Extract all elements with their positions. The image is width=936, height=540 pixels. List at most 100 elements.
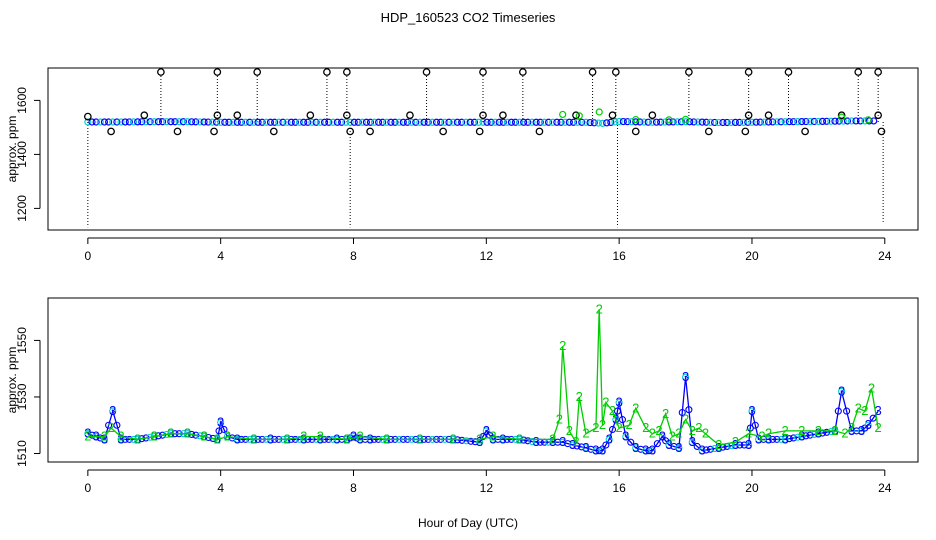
baseline-point xyxy=(196,118,204,126)
black-point xyxy=(608,111,617,120)
blue-series-point xyxy=(736,441,744,449)
blue-series-marker: 3 xyxy=(815,426,822,441)
baseline-point xyxy=(810,117,818,126)
black-point xyxy=(306,111,315,120)
black-point xyxy=(253,68,262,76)
blue-series-point xyxy=(88,431,96,439)
blue-series-point xyxy=(569,441,577,449)
baseline-point xyxy=(346,118,354,126)
green-series-marker: 2 xyxy=(831,423,838,438)
baseline-point xyxy=(275,118,283,126)
blue-series-point xyxy=(781,435,789,443)
baseline-point xyxy=(619,117,627,126)
baseline-point xyxy=(748,118,756,126)
black-point xyxy=(744,111,753,120)
blue-series-point xyxy=(864,421,872,429)
blue-series-marker: 3 xyxy=(300,431,307,446)
baseline-point xyxy=(279,118,287,126)
blue-series-point xyxy=(789,434,798,442)
black-point xyxy=(837,111,846,120)
baseline-point xyxy=(798,117,806,126)
blue-series-point xyxy=(642,447,650,455)
baseline-point xyxy=(569,118,578,126)
baseline-point xyxy=(183,118,192,126)
blue-series-marker: 3 xyxy=(699,443,706,458)
baseline-point xyxy=(453,118,461,126)
baseline-point xyxy=(399,118,407,126)
blue-series-point xyxy=(520,436,528,444)
blue-series-point xyxy=(745,441,753,449)
baseline-point xyxy=(644,118,652,126)
baseline-point xyxy=(702,118,710,126)
blue-series-point xyxy=(595,447,603,455)
blue-series-point xyxy=(592,447,600,455)
baseline-point xyxy=(121,118,129,126)
black-point xyxy=(210,127,218,136)
blue-series-point xyxy=(608,425,617,434)
baseline-point xyxy=(861,117,869,125)
top-y-axis-label: approx. ppm xyxy=(5,116,19,183)
green-series-marker: 2 xyxy=(572,434,579,449)
top-x-axis: 0 4 8 12 16 20 24 xyxy=(85,237,892,263)
blue-series-point xyxy=(598,447,607,455)
blue-series-point xyxy=(748,407,756,415)
bottom-x-tick-label: 20 xyxy=(745,481,759,495)
baseline-point xyxy=(379,118,387,126)
blue-series-point xyxy=(96,434,104,442)
baseline-point xyxy=(520,118,528,126)
baseline-point xyxy=(719,118,727,127)
baseline-point xyxy=(142,118,150,126)
black-point xyxy=(439,127,448,136)
baseline-point xyxy=(557,118,565,126)
blue-series-point xyxy=(653,440,661,448)
baseline-point xyxy=(188,118,196,126)
black-point xyxy=(741,127,750,136)
baseline-point xyxy=(524,118,532,126)
black-point xyxy=(343,68,351,76)
green-series-marker: 2 xyxy=(625,417,632,432)
baseline-point xyxy=(204,118,212,126)
blue-series-marker: 3 xyxy=(476,434,483,449)
blue-series-point xyxy=(843,407,851,415)
bottom-y-tick-label: 1530 xyxy=(15,383,29,410)
blue-series-point xyxy=(237,435,245,443)
bottom-y-axis-label: approx. ppm xyxy=(5,347,19,414)
black-point xyxy=(535,127,544,136)
top-x-tick-label: 24 xyxy=(878,249,892,263)
green-series-marker: 2 xyxy=(861,403,868,418)
baseline-point xyxy=(338,118,346,126)
green-series-marker: 2 xyxy=(675,426,682,441)
blue-series-point xyxy=(777,435,785,443)
black-point xyxy=(784,68,793,76)
black-point xyxy=(588,68,597,76)
green-point xyxy=(665,116,673,124)
black-point xyxy=(518,68,527,76)
blue-series-point xyxy=(622,433,630,441)
blue-series-point xyxy=(794,433,802,441)
green-series-marker: 2 xyxy=(632,400,639,415)
baseline-point xyxy=(233,118,241,126)
baseline-point xyxy=(262,118,270,126)
green-series-marker: 2 xyxy=(609,403,616,418)
blue-series-point xyxy=(693,442,701,450)
blue-series-point xyxy=(462,437,470,445)
blue-series-point xyxy=(467,437,475,445)
blue-series-marker: 3 xyxy=(606,431,613,446)
baseline-point xyxy=(175,118,183,126)
baseline-point xyxy=(865,117,873,125)
baseline-point xyxy=(163,118,171,126)
baseline-point xyxy=(246,118,254,126)
baseline-point xyxy=(312,118,320,126)
baseline-point xyxy=(138,118,146,126)
green-series-marker: 2 xyxy=(695,420,702,435)
blue-series-marker: 3 xyxy=(217,414,224,429)
baseline-point xyxy=(856,117,865,125)
baseline-point xyxy=(487,118,495,126)
baseline-point xyxy=(258,118,266,126)
blue-series-marker: 3 xyxy=(549,434,556,449)
blue-series-marker: 3 xyxy=(599,443,606,458)
blue-series-point xyxy=(838,387,846,395)
baseline-point xyxy=(329,118,337,126)
green-series-marker: 2 xyxy=(250,431,257,446)
